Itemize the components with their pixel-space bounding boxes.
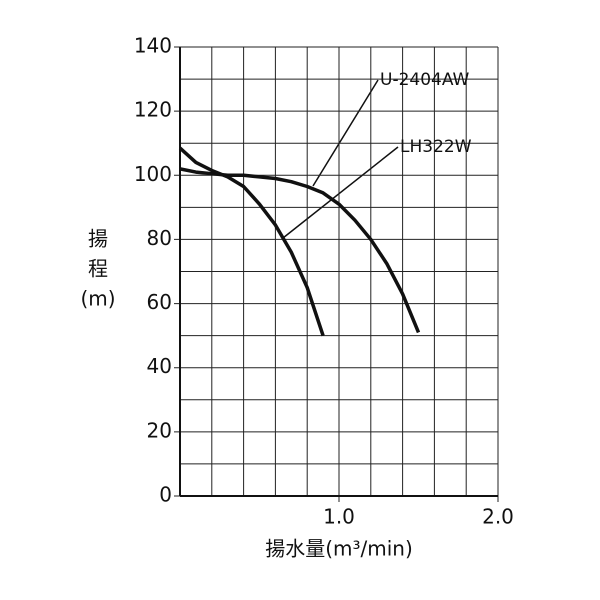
y-tick-label: 20	[147, 418, 172, 442]
x-tick-label: 2.0	[482, 505, 514, 529]
series-label: LH322W	[400, 137, 472, 157]
y-tick-label: 0	[159, 483, 172, 507]
y-tick-label: 100	[134, 162, 172, 186]
y-tick-label: 40	[147, 354, 172, 378]
leader-line	[312, 79, 379, 187]
y-tick-label: 80	[147, 226, 172, 250]
y-tick-label: 140	[134, 34, 172, 58]
series-label: U-2404AW	[380, 70, 470, 90]
series-line	[178, 146, 325, 337]
y-axis-label: (m)	[80, 287, 115, 311]
y-tick-label: 120	[134, 98, 172, 122]
y-tick-label: 60	[147, 290, 172, 314]
x-tick-label: 1.0	[323, 505, 355, 529]
leader-line	[282, 146, 399, 239]
series-line	[179, 167, 421, 334]
x-axis-label: 揚水量(m³/min)	[265, 537, 413, 561]
y-axis-label: 程	[88, 257, 108, 281]
y-axis-label: 揚	[88, 227, 108, 251]
